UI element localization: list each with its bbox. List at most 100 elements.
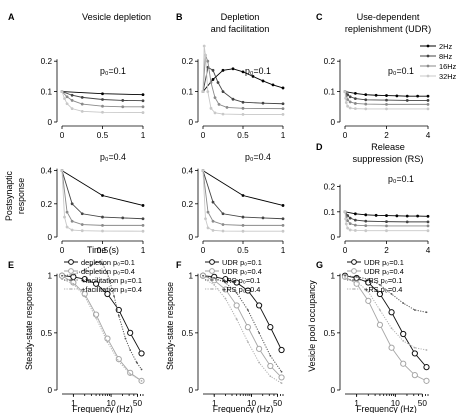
- y-tick-label: 0: [47, 118, 52, 127]
- legend-label: 16Hz: [439, 62, 457, 71]
- data-point: [413, 309, 416, 311]
- legend-marker: [426, 54, 430, 58]
- data-point: [258, 331, 261, 334]
- data-point: [221, 223, 225, 226]
- panel-title: Vesicle depletion: [82, 12, 151, 22]
- data-point: [364, 98, 368, 102]
- x-tick-label: 1: [281, 131, 286, 140]
- data-point: [346, 219, 349, 223]
- data-point: [202, 44, 206, 48]
- data-point: [106, 341, 109, 343]
- series-line--rs-p-0-1: [202, 275, 282, 373]
- x-tick-label: 50: [273, 399, 283, 408]
- data-point: [343, 90, 347, 93]
- data-point: [353, 92, 357, 95]
- data-point: [61, 278, 63, 281]
- p0-annotation: p₀=0.1: [388, 174, 414, 184]
- legend-marker: [426, 64, 430, 68]
- series-line-8hz: [202, 170, 284, 220]
- legend-label: +RS p₀=0.1: [364, 276, 402, 285]
- data-point: [209, 106, 213, 110]
- x-tick-label: 1: [141, 246, 146, 255]
- y-tick-label: 0: [47, 233, 52, 242]
- y-tick-label: 0: [188, 386, 193, 395]
- data-point: [221, 68, 225, 72]
- series-line--rs-p-0-4: [344, 277, 427, 351]
- data-point: [256, 302, 263, 309]
- y-tick-label: 0.1: [41, 88, 53, 97]
- data-point: [416, 94, 420, 98]
- data-point: [280, 370, 283, 373]
- x-tick-label: 50: [133, 399, 143, 408]
- legend-marker: [209, 268, 215, 274]
- legend-marker: [211, 279, 213, 281]
- data-point: [135, 361, 138, 364]
- data-point: [211, 219, 215, 223]
- data-point: [258, 361, 261, 364]
- p0-annotation: p₀=0.4: [245, 152, 271, 162]
- data-point: [70, 107, 74, 111]
- data-point: [121, 216, 125, 220]
- panel-letter: E: [8, 260, 14, 270]
- legend-label: depletion p₀=0.1: [81, 258, 135, 267]
- data-point: [213, 283, 216, 286]
- x-tick-label: 1: [212, 399, 217, 408]
- data-point: [224, 297, 227, 300]
- data-point: [405, 220, 409, 224]
- data-point: [385, 94, 388, 97]
- x-tick-label: 10: [107, 399, 117, 408]
- data-point: [271, 83, 275, 87]
- data-point: [267, 324, 274, 331]
- data-point: [241, 70, 245, 74]
- data-point: [233, 302, 240, 309]
- series-line--facilitation-p-0-1: [61, 261, 142, 370]
- data-point: [141, 93, 145, 97]
- data-point: [104, 335, 111, 342]
- data-point: [344, 274, 346, 277]
- panel-A2: 0 0.2 0.4 0 0.5 1 p₀=0.4: [41, 152, 146, 255]
- y-tick-label: 0: [330, 233, 335, 242]
- data-point: [385, 220, 388, 224]
- data-point: [98, 261, 101, 263]
- panel-letter: D: [316, 142, 323, 152]
- x-tick-label: 0: [343, 246, 348, 255]
- data-point: [364, 102, 368, 106]
- data-point: [204, 53, 207, 57]
- legend-label: 32Hz: [439, 72, 457, 81]
- data-point: [416, 214, 420, 218]
- data-point: [281, 107, 285, 111]
- data-point: [70, 99, 74, 102]
- data-point: [281, 102, 285, 106]
- data-point: [129, 349, 132, 351]
- x-tick-label: 4: [426, 131, 431, 140]
- data-point: [355, 280, 358, 283]
- data-point: [206, 210, 210, 214]
- data-point: [140, 368, 143, 371]
- data-point: [83, 295, 86, 298]
- data-point: [367, 278, 370, 281]
- data-point: [61, 274, 63, 277]
- legend-marker: [426, 44, 430, 48]
- data-point: [385, 102, 388, 106]
- y-tick-label: 1: [47, 272, 52, 281]
- data-point: [70, 279, 77, 286]
- data-point: [413, 346, 416, 349]
- data-point: [348, 95, 352, 99]
- data-point: [140, 379, 143, 382]
- data-point: [141, 204, 145, 207]
- legend-marker: [68, 268, 74, 274]
- legend-marker: [211, 288, 213, 290]
- x-axis-label: Frequency (Hz): [356, 404, 417, 413]
- x-tick-label: 50: [418, 399, 428, 408]
- legend-marker: [351, 268, 357, 274]
- data-point: [124, 337, 127, 340]
- x-axis-label-time: Time (s): [87, 245, 119, 255]
- data-point: [231, 67, 235, 71]
- legend-label: UDR p₀=0.1: [364, 258, 404, 267]
- data-point: [65, 102, 69, 106]
- data-point: [241, 113, 245, 116]
- data-point: [364, 229, 368, 233]
- data-point: [101, 194, 104, 197]
